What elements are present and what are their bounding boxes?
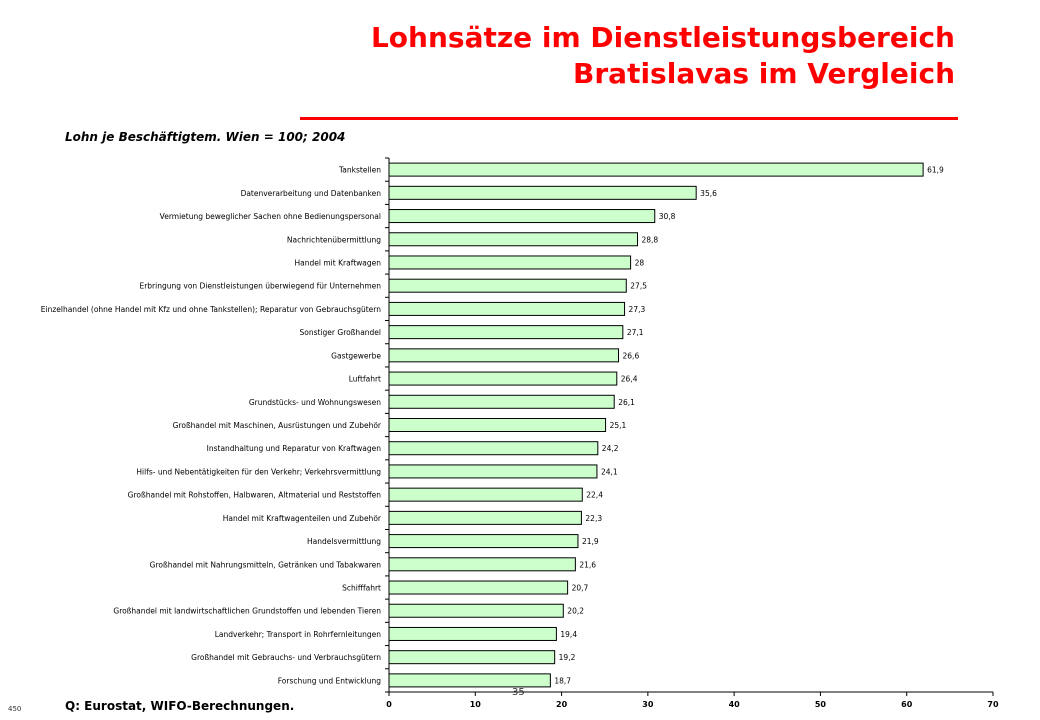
data-label: 27,3 <box>629 305 646 314</box>
category-label: Handel mit Kraftwagen <box>295 258 382 267</box>
slide-number: 450 <box>8 705 22 713</box>
x-tick-label: 30 <box>642 700 654 709</box>
category-label: Luftfahrt <box>349 375 381 384</box>
data-label: 22,4 <box>586 491 603 500</box>
category-label: Nachrichtenübermittlung <box>287 235 381 244</box>
data-label: 30,8 <box>659 212 676 221</box>
bar <box>388 255 632 270</box>
bar <box>388 301 626 316</box>
bar <box>388 626 557 641</box>
page-number: 35 <box>512 687 525 698</box>
category-label: Grundstücks- und Wohnungswesen <box>249 398 381 407</box>
x-tick-label: 50 <box>815 700 827 709</box>
category-label: Handel mit Kraftwagenteilen und Zubehör <box>223 514 382 523</box>
bar <box>388 534 579 549</box>
slide-title-line1: Lohnsätze im Dienstleistungsbereich <box>370 21 955 54</box>
data-label: 27,5 <box>630 282 647 291</box>
category-label: Sonstiger Großhandel <box>300 328 381 337</box>
bar <box>388 650 556 665</box>
category-label: Schifffahrt <box>342 584 381 593</box>
bar <box>388 580 569 595</box>
data-label: 28 <box>635 258 645 267</box>
data-label: 25,1 <box>610 421 627 430</box>
bar <box>388 232 639 247</box>
data-label: 28,8 <box>642 235 659 244</box>
category-label: Einzelhandel (ohne Handel mit Kfz und oh… <box>41 305 381 314</box>
category-label: Datenverarbeitung und Datenbanken <box>241 189 382 198</box>
category-label: Landverkehr; Transport in Rohrfernleitun… <box>215 630 382 639</box>
bar <box>388 487 583 502</box>
bar <box>388 441 599 456</box>
data-label: 20,2 <box>567 607 584 616</box>
data-label: 19,2 <box>559 653 576 662</box>
bar <box>388 603 564 618</box>
x-tick-label: 20 <box>556 700 568 709</box>
data-label: 27,1 <box>627 328 644 337</box>
bar <box>388 394 615 409</box>
data-label: 26,1 <box>618 398 635 407</box>
category-label: Großhandel mit Maschinen, Ausrüstungen u… <box>173 421 382 430</box>
category-label: Großhandel mit landwirtschaftlichen Grun… <box>113 607 381 616</box>
slide-title: Lohnsätze im Dienstleistungsbereich Brat… <box>371 20 955 92</box>
data-label: 19,4 <box>560 630 577 639</box>
data-label: 22,3 <box>585 514 602 523</box>
data-label: 26,4 <box>621 375 638 384</box>
x-tick-label: 10 <box>470 700 482 709</box>
category-label: Tankstellen <box>338 166 381 175</box>
category-label: Großhandel mit Rohstoffen, Halbwaren, Al… <box>128 491 382 500</box>
chart-subtitle: Lohn je Beschäftigtem. Wien = 100; 2004 <box>65 130 346 144</box>
bar <box>388 417 607 433</box>
category-label: Vermietung beweglicher Sachen ohne Bedie… <box>160 212 381 221</box>
bar <box>388 510 582 525</box>
category-label: Instandhaltung und Reparatur von Kraftwa… <box>207 444 382 453</box>
bar <box>388 557 576 572</box>
bar <box>388 209 656 224</box>
title-underline <box>300 117 958 120</box>
category-label: Hilfs- und Nebentätigkeiten für den Verk… <box>136 467 381 476</box>
x-tick-label: 40 <box>729 700 741 709</box>
data-label: 20,7 <box>572 584 589 593</box>
category-label: Großhandel mit Nahrungsmitteln, Getränke… <box>150 560 382 569</box>
category-label: Erbringung von Dienstleistungen überwieg… <box>139 282 381 291</box>
bar <box>388 464 598 479</box>
category-label: Großhandel mit Gebrauchs- und Verbrauchs… <box>191 653 381 662</box>
bar <box>388 371 618 386</box>
bar <box>388 325 624 340</box>
bar <box>388 278 627 293</box>
bar <box>388 162 924 177</box>
source-note: Q: Eurostat, WIFO-Berechnungen. <box>65 699 295 713</box>
category-label: Gastgewerbe <box>331 351 381 360</box>
x-tick-label: 70 <box>987 700 999 709</box>
data-label: 21,6 <box>579 560 596 569</box>
category-label: Forschung und Entwicklung <box>278 676 382 685</box>
data-label: 18,7 <box>554 676 571 685</box>
data-label: 24,1 <box>601 467 618 476</box>
bar <box>388 185 697 200</box>
bar <box>388 673 551 688</box>
x-tick-label: 0 <box>386 700 392 709</box>
data-label: 35,6 <box>700 189 717 198</box>
data-label: 24,2 <box>602 444 619 453</box>
data-label: 21,9 <box>582 537 599 546</box>
slide-title-line2: Bratislavas im Vergleich <box>573 57 955 90</box>
x-tick-label: 60 <box>901 700 913 709</box>
data-label: 61,9 <box>927 166 944 175</box>
data-label: 26,6 <box>623 351 640 360</box>
category-label: Handelsvermittlung <box>307 537 381 546</box>
bar <box>388 348 620 363</box>
